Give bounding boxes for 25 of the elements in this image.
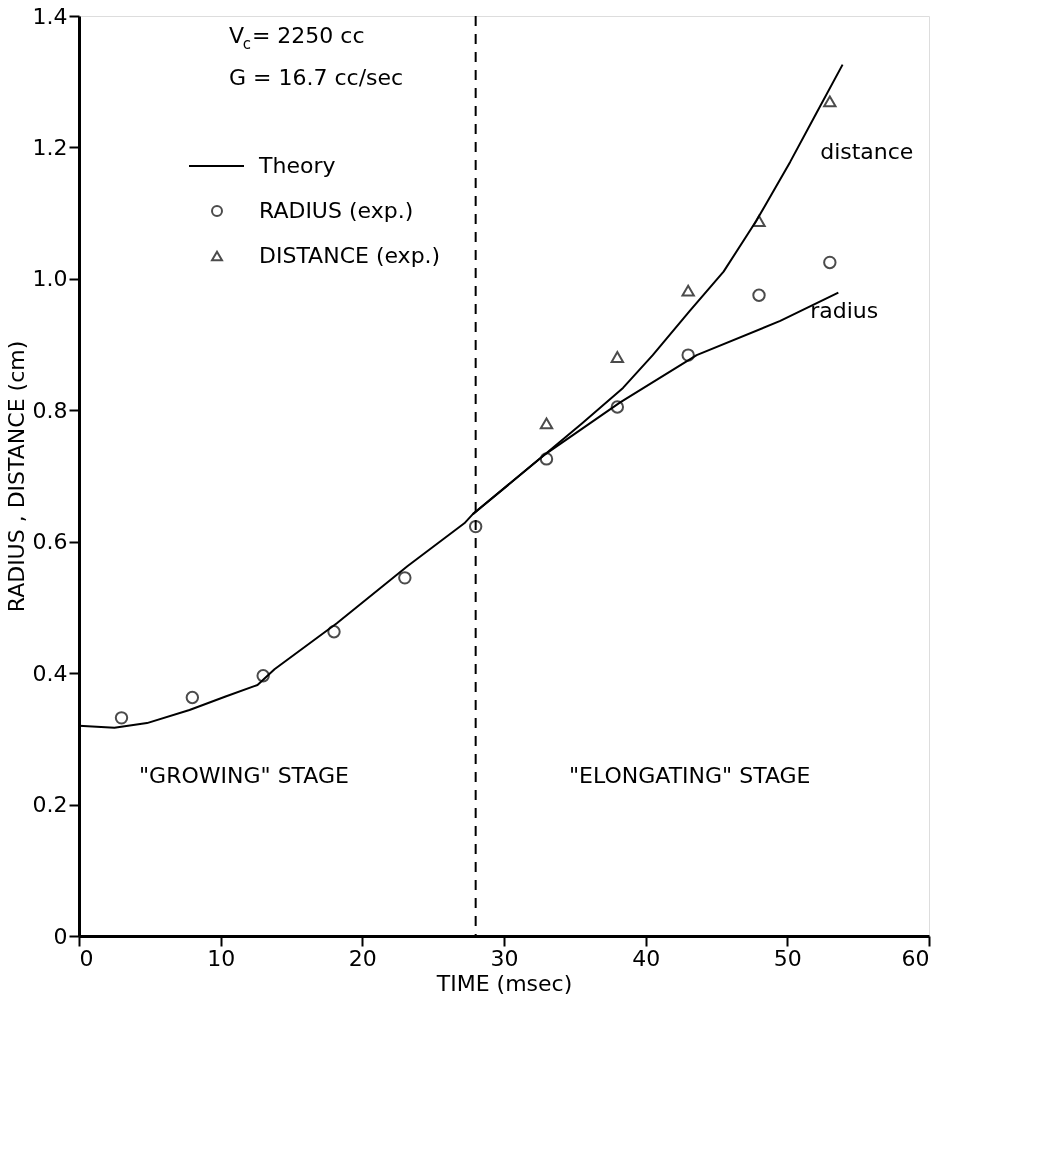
y-tick-label: 0.4 (32, 660, 68, 686)
annotation: "ELONGATING" STAGE (569, 763, 811, 788)
annotation: radius (810, 297, 879, 323)
legend-label: RADIUS (exp.) (259, 198, 414, 223)
legend-label: Theory (258, 153, 336, 178)
x-tick-label: 10 (207, 945, 236, 971)
annotation: G = 16.7 cc/sec (229, 65, 404, 90)
x-tick-label: 40 (632, 945, 661, 971)
y-tick-label: 0.6 (32, 529, 68, 555)
y-tick-label: 0 (53, 923, 68, 949)
x-tick-label: 50 (773, 945, 802, 971)
x-tick-label: 20 (348, 945, 377, 971)
y-tick-label: 0.2 (32, 792, 68, 818)
y-tick-label: 1.2 (32, 134, 68, 160)
x-tick-label: 60 (901, 945, 930, 971)
y-tick-label: 0.8 (32, 397, 68, 423)
y-tick-label: 1.0 (32, 266, 68, 292)
x-tick-label: 30 (490, 945, 519, 971)
y-axis-title: RADIUS , DISTANCE (cm) (3, 340, 29, 613)
annotation: distance (820, 138, 914, 164)
x-axis-title: TIME (msec) (435, 970, 573, 996)
y-tick-label: 1.4 (32, 3, 68, 29)
x-tick-label: 0 (79, 945, 94, 971)
legend-label: DISTANCE (exp.) (259, 243, 441, 268)
annotation: "GROWING" STAGE (139, 763, 349, 788)
